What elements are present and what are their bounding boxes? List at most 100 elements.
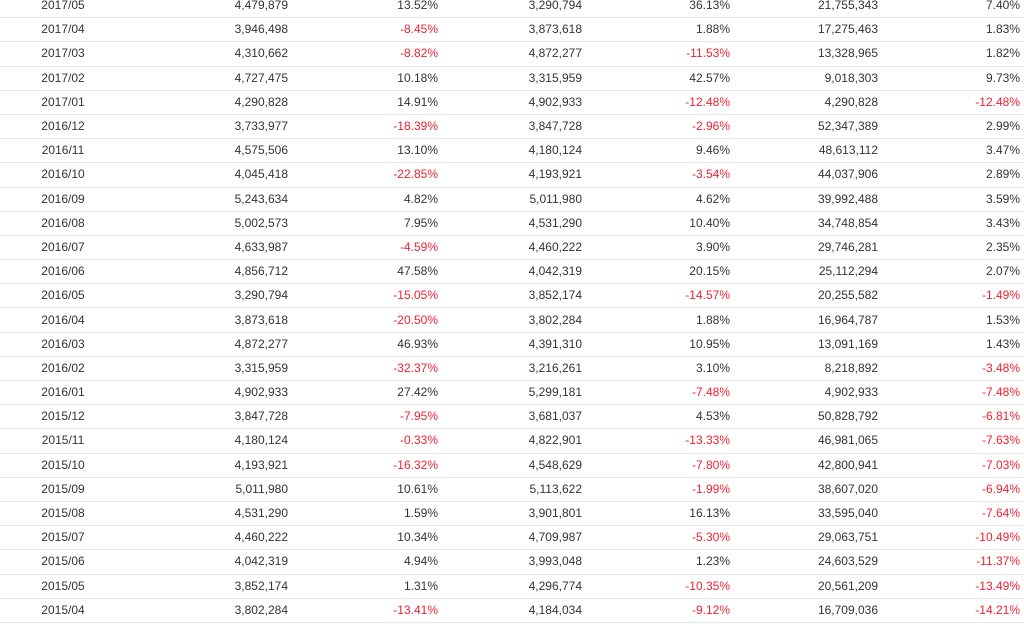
month-cell: 2016/10 (0, 162, 150, 188)
value-a-cell: 3,802,284 (150, 598, 298, 623)
cumulative-cell: 39,992,488 (730, 187, 878, 212)
cumulative-cell: 48,613,112 (730, 138, 878, 164)
cumulative-cell: 20,255,582 (730, 283, 878, 309)
change-cumulative-cell: -7.48% (878, 380, 1024, 406)
month-cell: 2015/05 (0, 574, 150, 599)
cumulative-cell: 29,746,281 (730, 235, 878, 261)
change-cumulative-cell: -12.48% (878, 90, 1024, 115)
table-row: 2015/07 4,460,222 10.34% 4,709,987 -5.30% 29,… (0, 525, 1024, 551)
table-row: 2015/09 5,011,980 10.61% 5,113,622 -1.99% 38,… (0, 477, 1024, 502)
change-b-cell: 10.95% (582, 332, 730, 357)
change-a-cell: 1.31% (298, 574, 438, 599)
table-row: 2015/08 4,531,290 1.59% 3,901,801 16.13% 33,5… (0, 501, 1024, 527)
value-a-cell: 4,310,662 (150, 41, 298, 67)
change-a-cell: 13.10% (298, 138, 438, 164)
change-b-cell: -9.12% (582, 598, 730, 623)
month-cell: 2017/02 (0, 66, 150, 91)
table-row: 2016/03 4,872,277 46.93% 4,391,310 10.95% 13,… (0, 332, 1024, 357)
table-row: 2015/12 3,847,728 -7.95% 3,681,037 4.53% 50,8… (0, 404, 1024, 430)
change-b-cell: -7.48% (582, 380, 730, 406)
table-row: 2015/04 3,802,284 -13.41% 4,184,034 -9.12% 16… (0, 598, 1024, 623)
change-b-cell: 10.40% (582, 211, 730, 236)
value-a-cell: 4,479,879 (150, 0, 298, 19)
change-cumulative-cell: 2.35% (878, 235, 1024, 261)
table-row: 2017/03 4,310,662 -8.82% 4,872,277 -11.53% 13… (0, 41, 1024, 67)
cumulative-cell: 25,112,294 (730, 259, 878, 285)
value-b-cell: 4,180,124 (438, 138, 582, 164)
change-a-cell: -18.39% (298, 114, 438, 140)
value-a-cell: 4,727,475 (150, 66, 298, 91)
change-a-cell: 13.52% (298, 0, 438, 19)
value-b-cell: 3,290,794 (438, 0, 582, 19)
cumulative-cell: 16,964,787 (730, 307, 878, 333)
month-cell: 2015/11 (0, 428, 150, 454)
cumulative-cell: 52,347,389 (730, 114, 878, 140)
change-cumulative-cell: -13.49% (878, 574, 1024, 599)
value-a-cell: 4,180,124 (150, 428, 298, 454)
value-a-cell: 5,243,634 (150, 187, 298, 212)
cumulative-cell: 46,981,065 (730, 428, 878, 454)
cumulative-cell: 29,063,751 (730, 525, 878, 551)
month-cell: 2015/08 (0, 501, 150, 527)
change-a-cell: 1.59% (298, 501, 438, 527)
value-b-cell: 4,296,774 (438, 574, 582, 599)
value-a-cell: 4,856,712 (150, 259, 298, 285)
change-a-cell: -8.45% (298, 17, 438, 43)
change-a-cell: 47.58% (298, 259, 438, 285)
change-a-cell: -13.41% (298, 598, 438, 623)
cumulative-cell: 13,091,169 (730, 332, 878, 357)
change-b-cell: 42.57% (582, 66, 730, 91)
change-b-cell: -10.35% (582, 574, 730, 599)
table-row: 2016/05 3,290,794 -15.05% 3,852,174 -14.57% 2… (0, 283, 1024, 309)
change-a-cell: -8.82% (298, 41, 438, 67)
value-a-cell: 4,575,506 (150, 138, 298, 164)
month-cell: 2016/02 (0, 356, 150, 382)
month-cell: 2017/03 (0, 41, 150, 67)
value-b-cell: 4,042,319 (438, 259, 582, 285)
change-cumulative-cell: -10.49% (878, 525, 1024, 551)
value-b-cell: 4,184,034 (438, 598, 582, 623)
change-cumulative-cell: 2.89% (878, 162, 1024, 188)
change-b-cell: 4.53% (582, 404, 730, 430)
value-b-cell: 3,847,728 (438, 114, 582, 140)
value-b-cell: 4,848,555 (438, 622, 582, 627)
value-a-cell: 4,902,933 (150, 380, 298, 406)
change-cumulative-cell: 7.40% (878, 0, 1024, 19)
value-a-cell: 4,193,921 (150, 453, 298, 478)
cumulative-cell: 24,603,529 (730, 549, 878, 575)
table-row: 2015/11 4,180,124 -0.33% 4,822,901 -13.33% 46… (0, 428, 1024, 454)
change-cumulative-cell: -1.49% (878, 283, 1024, 309)
value-b-cell: 3,873,618 (438, 17, 582, 43)
month-cell: 2016/09 (0, 187, 150, 212)
value-b-cell: 5,113,622 (438, 477, 582, 502)
value-b-cell: 3,216,261 (438, 356, 582, 382)
change-a-cell: -20.50% (298, 307, 438, 333)
cumulative-cell: 9,018,303 (730, 66, 878, 91)
change-cumulative-cell: -6.94% (878, 477, 1024, 502)
table-row: 2017/05 4,479,879 13.52% 3,290,794 36.13% 21,… (0, 0, 1024, 19)
table-row: 2017/01 4,290,828 14.91% 4,902,933 -12.48% 4,… (0, 90, 1024, 115)
change-b-cell: 1.88% (582, 307, 730, 333)
change-cumulative-cell: 1.43% (878, 332, 1024, 357)
table-row: 2016/09 5,243,634 4.82% 5,011,980 4.62% 39,99… (0, 187, 1024, 212)
table-row: 2016/12 3,733,977 -18.39% 3,847,728 -2.96% 52… (0, 114, 1024, 140)
change-a-cell: 7.95% (298, 211, 438, 236)
cumulative-cell: 4,290,828 (730, 90, 878, 115)
value-a-cell: 5,011,980 (150, 477, 298, 502)
change-b-cell: 36.13% (582, 0, 730, 19)
cumulative-cell: 44,037,906 (730, 162, 878, 188)
value-a-cell: 3,873,618 (150, 307, 298, 333)
month-cell: 2015/07 (0, 525, 150, 551)
value-a-cell: 5,002,573 (150, 211, 298, 236)
month-cell: 2015/04 (0, 598, 150, 623)
change-cumulative-cell: 2.07% (878, 259, 1024, 285)
value-b-cell: 4,193,921 (438, 162, 582, 188)
value-a-cell: 3,733,977 (150, 114, 298, 140)
month-cell: 2016/12 (0, 114, 150, 140)
month-cell: 2015/09 (0, 477, 150, 502)
value-b-cell: 4,391,310 (438, 332, 582, 357)
change-b-cell: 4.62% (582, 187, 730, 212)
table-row: 2015/05 3,852,174 1.31% 4,296,774 -10.35% 20,… (0, 574, 1024, 599)
